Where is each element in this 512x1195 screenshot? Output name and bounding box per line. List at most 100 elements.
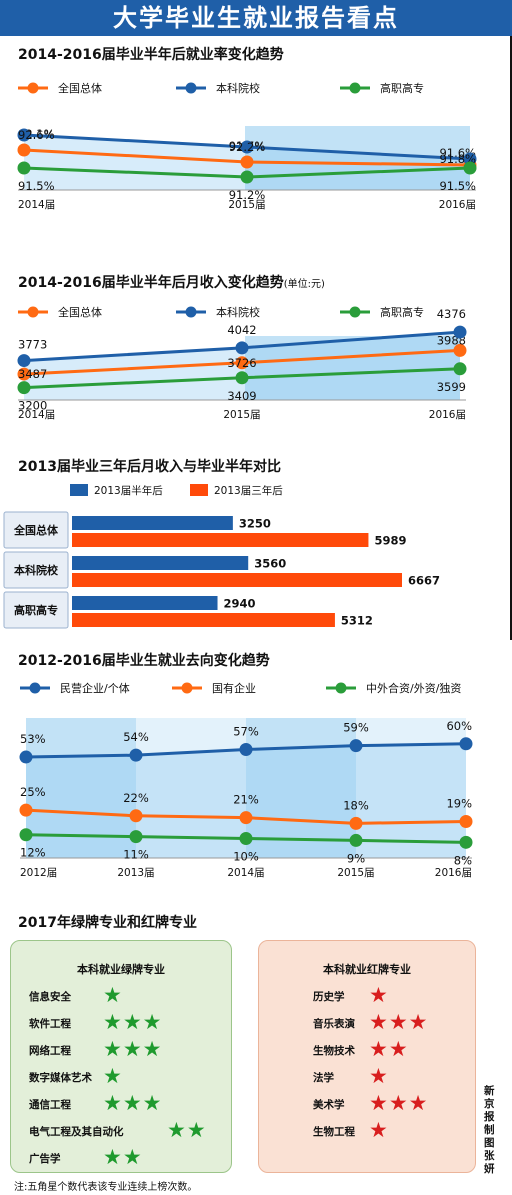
data-label: 4376 bbox=[437, 307, 466, 321]
data-point bbox=[459, 737, 473, 751]
page-title: 大学毕业生就业报告看点 bbox=[0, 0, 512, 36]
legend-label: 民营企业/个体 bbox=[60, 681, 130, 695]
data-point bbox=[459, 814, 473, 828]
footnote: 注:五角星个数代表该专业连续上榜次数。 bbox=[14, 1182, 198, 1193]
data-label: 91.5% bbox=[18, 179, 55, 193]
data-label: 3487 bbox=[18, 367, 47, 381]
category-box bbox=[3, 511, 69, 549]
x-tick-label: 2012届 bbox=[20, 867, 57, 879]
income-chart-title: 2014-2016届毕业半年后月收入变化趋势(单位:元) bbox=[18, 275, 325, 291]
background-band bbox=[246, 718, 356, 858]
major-name: 广告学 bbox=[29, 1153, 61, 1165]
data-point bbox=[129, 830, 143, 844]
data-point bbox=[239, 832, 253, 846]
data-point bbox=[19, 750, 33, 764]
bar-value-label: 5312 bbox=[341, 614, 373, 628]
data-point bbox=[463, 161, 477, 175]
data-point bbox=[453, 325, 467, 339]
data-point bbox=[17, 128, 31, 142]
major-name: 电气工程及其自动化 bbox=[29, 1126, 124, 1138]
bar-value-label: 6667 bbox=[408, 574, 440, 588]
data-label: 91.5% bbox=[439, 179, 476, 193]
credit-text: 新京报制图张妍 bbox=[484, 1085, 495, 1175]
background-band bbox=[245, 336, 460, 400]
data-label: 91.2% bbox=[229, 188, 266, 202]
bar bbox=[72, 516, 233, 530]
income-chart: 全国总体 本科院校 高职高专3487372639883773404243763200… bbox=[17, 305, 467, 421]
employment-rate-chart: 全国总体本科院校高职高专92.1%91.7%91.6%92.6%92.2%91.… bbox=[17, 81, 477, 211]
legend-label: 本科院校 bbox=[216, 81, 260, 95]
data-label: 9% bbox=[347, 851, 365, 865]
bar bbox=[72, 573, 402, 587]
bar-value-label: 3250 bbox=[239, 517, 271, 531]
data-label: 12% bbox=[20, 846, 46, 860]
data-point bbox=[463, 152, 477, 166]
category-box bbox=[3, 551, 69, 589]
bar bbox=[72, 613, 335, 627]
legend-marker bbox=[27, 306, 39, 318]
data-point bbox=[129, 809, 143, 823]
data-label: 3409 bbox=[227, 389, 256, 403]
background-band bbox=[136, 718, 246, 858]
major-name: 通信工程 bbox=[29, 1099, 71, 1111]
legend-label: 本科院校 bbox=[216, 305, 260, 319]
data-label: 21% bbox=[233, 793, 259, 807]
data-label: 3200 bbox=[18, 399, 47, 413]
data-point bbox=[17, 354, 31, 368]
legend-label: 2013届三年后 bbox=[214, 484, 283, 497]
data-point bbox=[459, 835, 473, 849]
data-point bbox=[17, 381, 31, 395]
legend-label: 国有企业 bbox=[212, 681, 256, 695]
legend-label: 中外合资/外资/独资 bbox=[366, 681, 461, 695]
legend-marker bbox=[29, 682, 41, 694]
star-rating-icon: ★★★ bbox=[369, 1010, 429, 1034]
star-rating-icon: ★ bbox=[369, 1118, 389, 1142]
major-name: 网络工程 bbox=[29, 1045, 71, 1057]
category-label: 高职高专 bbox=[14, 603, 58, 617]
majors-title: 2017年绿牌专业和红牌专业 bbox=[18, 915, 197, 931]
data-label: 57% bbox=[233, 724, 259, 738]
data-point bbox=[239, 811, 253, 825]
legend-label: 全国总体 bbox=[58, 305, 102, 319]
data-label: 60% bbox=[446, 719, 472, 733]
x-tick-label: 2014届 bbox=[18, 199, 55, 211]
data-label: 92.6% bbox=[18, 128, 55, 142]
legend-marker bbox=[335, 682, 347, 694]
data-point bbox=[235, 341, 249, 355]
legend-marker bbox=[181, 682, 193, 694]
star-rating-icon: ★ bbox=[369, 983, 389, 1007]
star-rating-icon: ★ bbox=[103, 1064, 123, 1088]
x-tick-label: 2016届 bbox=[439, 199, 476, 211]
data-point bbox=[240, 155, 254, 169]
legend-marker bbox=[185, 82, 197, 94]
income-compare-chart-title: 2013届毕业三年后月收入与毕业半年对比 bbox=[18, 459, 281, 475]
data-point bbox=[235, 371, 249, 385]
data-label: 19% bbox=[446, 796, 472, 810]
data-label: 54% bbox=[123, 730, 149, 744]
major-name: 生物工程 bbox=[313, 1126, 355, 1138]
star-rating-icon: ★ bbox=[103, 983, 123, 1007]
data-point bbox=[349, 816, 363, 830]
x-tick-label: 2016届 bbox=[435, 867, 472, 879]
star-rating-icon: ★★★ bbox=[103, 1010, 163, 1034]
data-point bbox=[17, 161, 31, 175]
legend-swatch bbox=[190, 484, 208, 496]
data-label: 92.2% bbox=[229, 140, 266, 154]
bar-value-label: 3560 bbox=[254, 557, 286, 571]
category-label: 全国总体 bbox=[13, 523, 59, 537]
x-tick-label: 2014届 bbox=[227, 867, 264, 879]
x-tick-label: 2016届 bbox=[429, 409, 466, 421]
data-point bbox=[17, 143, 31, 157]
bar bbox=[72, 556, 249, 570]
x-tick-label: 2015届 bbox=[223, 409, 260, 421]
legend-swatch bbox=[70, 484, 88, 496]
legend-marker bbox=[27, 82, 39, 94]
major-name: 音乐表演 bbox=[313, 1018, 355, 1030]
x-tick-label: 2013届 bbox=[117, 867, 154, 879]
data-point bbox=[453, 343, 467, 357]
background-band bbox=[356, 718, 466, 858]
divider bbox=[510, 36, 512, 640]
category-box bbox=[3, 591, 69, 629]
